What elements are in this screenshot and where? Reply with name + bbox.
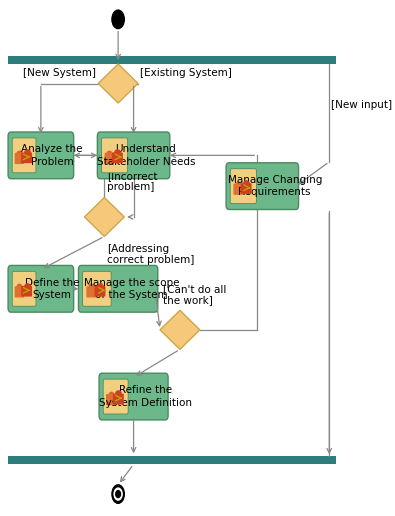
FancyBboxPatch shape <box>21 286 32 297</box>
FancyBboxPatch shape <box>83 271 111 306</box>
Polygon shape <box>160 310 200 349</box>
FancyBboxPatch shape <box>8 132 73 179</box>
Text: [Addressing
correct problem]: [Addressing correct problem] <box>107 244 194 265</box>
FancyBboxPatch shape <box>103 379 128 414</box>
Text: Understand
Stakeholder Needs: Understand Stakeholder Needs <box>97 144 195 167</box>
FancyBboxPatch shape <box>113 394 124 405</box>
FancyBboxPatch shape <box>79 265 158 312</box>
Polygon shape <box>85 198 124 236</box>
Bar <box>8 56 336 64</box>
FancyBboxPatch shape <box>112 153 123 163</box>
FancyBboxPatch shape <box>21 153 32 163</box>
Circle shape <box>114 488 122 500</box>
Text: Manage the scope
of the System: Manage the scope of the System <box>84 278 179 300</box>
FancyBboxPatch shape <box>106 394 116 405</box>
FancyBboxPatch shape <box>105 153 114 164</box>
Text: [New input]: [New input] <box>331 100 392 110</box>
Text: [Incorrect
problem]: [Incorrect problem] <box>107 171 158 192</box>
Text: Define the
System: Define the System <box>25 278 79 300</box>
Text: [Can't do all
the work]: [Can't do all the work] <box>163 284 226 305</box>
FancyBboxPatch shape <box>12 138 36 173</box>
FancyBboxPatch shape <box>12 271 36 306</box>
Text: Manage Changing
Requirements: Manage Changing Requirements <box>228 175 322 197</box>
FancyBboxPatch shape <box>8 265 73 312</box>
FancyBboxPatch shape <box>99 373 168 420</box>
Text: Refine the
System Definition: Refine the System Definition <box>99 385 192 408</box>
FancyBboxPatch shape <box>15 286 24 298</box>
Circle shape <box>112 10 124 28</box>
FancyBboxPatch shape <box>230 169 256 204</box>
Text: Analyze the
Problem: Analyze the Problem <box>21 144 83 167</box>
FancyBboxPatch shape <box>233 184 243 195</box>
Text: [New System]: [New System] <box>23 69 96 78</box>
FancyBboxPatch shape <box>226 163 299 209</box>
FancyBboxPatch shape <box>87 286 96 298</box>
Text: [Existing System]: [Existing System] <box>141 69 232 78</box>
Polygon shape <box>98 64 138 103</box>
Circle shape <box>116 491 120 497</box>
Circle shape <box>112 485 124 503</box>
FancyBboxPatch shape <box>102 138 128 173</box>
FancyBboxPatch shape <box>94 286 105 297</box>
FancyBboxPatch shape <box>97 132 170 179</box>
FancyBboxPatch shape <box>241 183 252 194</box>
FancyBboxPatch shape <box>15 153 24 164</box>
Bar <box>8 456 336 464</box>
